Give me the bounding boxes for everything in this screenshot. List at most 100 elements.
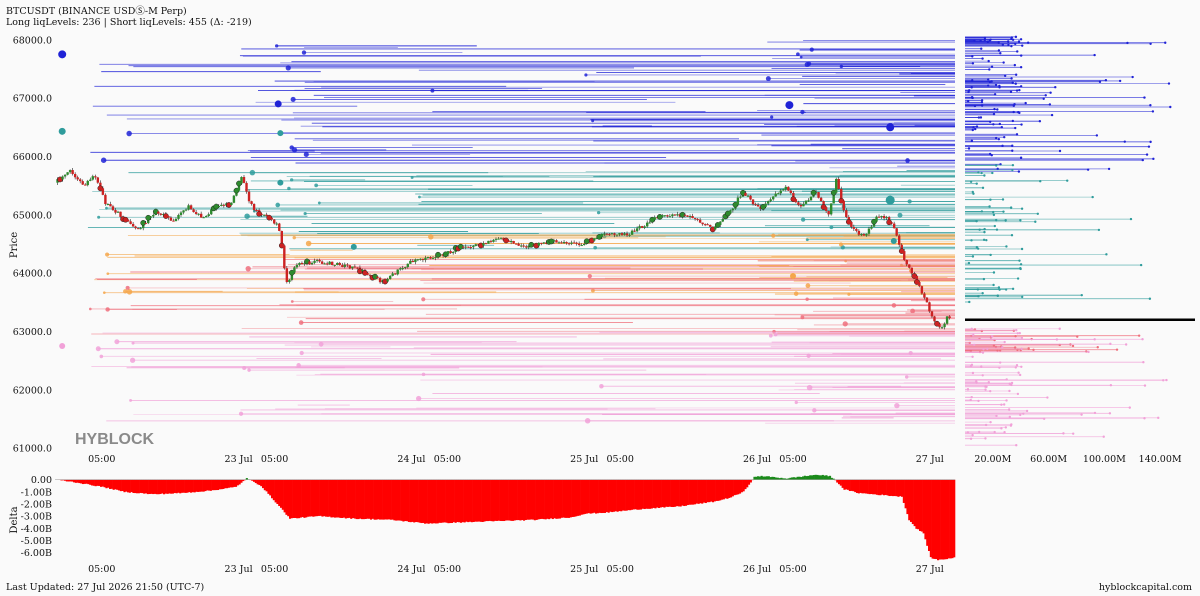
candle-body: [84, 184, 87, 186]
delta-bar: [470, 479, 473, 523]
candle-body: [635, 228, 639, 232]
candle-body: [409, 260, 412, 264]
delta-bar: [276, 479, 279, 505]
delta-tick-label: -3.00B: [21, 512, 52, 523]
delta-bar: [483, 479, 486, 522]
delta-bar: [361, 479, 364, 520]
volume-bar-end: [982, 348, 985, 351]
volume-bar-end: [990, 65, 994, 69]
delta-bar: [910, 479, 913, 522]
delta-bar: [901, 479, 904, 497]
liq-level-dot: [806, 384, 813, 391]
delta-bar: [595, 479, 598, 514]
delta-bar: [479, 479, 482, 522]
candle-body: [774, 193, 777, 197]
delta-bar: [676, 479, 679, 507]
delta-bar: [708, 479, 711, 503]
candle-body: [348, 265, 352, 269]
delta-bar: [139, 479, 142, 493]
delta-bar: [856, 479, 859, 493]
volume-bar-end: [1027, 347, 1030, 350]
delta-bar: [307, 479, 310, 517]
volume-bar-end: [983, 36, 987, 40]
candle-body: [189, 205, 193, 210]
candle-body: [134, 226, 137, 229]
candle-body: [104, 194, 107, 205]
volume-bar-end: [1011, 38, 1015, 41]
liq-level-dot: [245, 265, 251, 272]
candle-body: [86, 180, 89, 186]
delta-bar: [814, 474, 817, 480]
delta-bar: [766, 476, 769, 480]
delta-bar: [362, 479, 365, 520]
volume-bar-end: [967, 147, 971, 150]
liq-level-dot: [102, 291, 106, 295]
liq-level-dot: [804, 62, 810, 67]
candle-body: [210, 209, 213, 215]
candle-body: [167, 216, 170, 218]
candle-body: [807, 200, 810, 202]
candle-body: [157, 211, 160, 214]
delta-bar: [767, 476, 770, 480]
delta-bar: [584, 479, 587, 514]
time-tick-label: 26 Jul: [743, 454, 771, 465]
delta-bar: [620, 479, 623, 512]
volume-bar-end: [1151, 110, 1155, 113]
candle-body: [467, 246, 470, 248]
candle-body: [353, 266, 357, 268]
delta-bar: [407, 479, 410, 522]
delta-bar: [625, 479, 628, 511]
volume-bar-end: [1011, 168, 1014, 172]
delta-bar: [515, 479, 518, 521]
volume-bar-end: [1011, 287, 1015, 291]
delta-bar: [154, 479, 157, 494]
delta-tick-label: -4.00B: [21, 524, 52, 535]
delta-bar: [640, 479, 643, 510]
candle-body: [91, 176, 94, 180]
delta-bar: [857, 479, 860, 494]
delta-bar: [906, 479, 909, 515]
candle-body: [540, 242, 543, 244]
delta-bar: [508, 479, 511, 521]
delta-bar: [629, 479, 632, 511]
time-tick-label: 23 Jul: [225, 454, 253, 465]
volume-bar-end: [1019, 156, 1023, 159]
candle-body: [769, 199, 772, 202]
volume-bar-end: [1097, 228, 1101, 232]
liq-level-dot: [275, 202, 281, 208]
candle-body: [341, 265, 344, 267]
delta-bar: [562, 479, 565, 518]
volume-bar-end: [1050, 113, 1054, 117]
candle-body: [661, 215, 664, 217]
delta-bar: [382, 479, 385, 520]
candle-body: [537, 242, 541, 246]
volume-bar-end: [998, 288, 1001, 291]
delta-bar: [296, 479, 299, 519]
delta-bar: [334, 479, 337, 518]
delta-bar: [352, 479, 355, 519]
time-tick-label: 05:00: [261, 454, 288, 465]
delta-bar: [519, 479, 522, 521]
candle-body: [109, 204, 112, 207]
volume-bar-end: [977, 116, 981, 119]
candle-body: [605, 233, 609, 235]
candle-body: [368, 274, 372, 276]
delta-bar: [472, 479, 475, 522]
candle-body: [817, 192, 820, 198]
candle-body: [439, 254, 442, 256]
delta-bar: [695, 479, 698, 504]
volume-bar-end: [1093, 53, 1096, 57]
volume-bar-end: [975, 182, 978, 185]
delta-bar: [166, 479, 169, 494]
delta-bar: [659, 479, 662, 508]
delta-bar: [143, 479, 146, 494]
price-tick-label: 68000.0: [13, 35, 52, 46]
candle-body: [860, 234, 863, 236]
delta-bar: [110, 479, 113, 489]
liq-level-dot: [274, 44, 279, 48]
delta-bar: [762, 476, 765, 480]
volume-bar-end: [971, 355, 974, 359]
candle-body: [177, 215, 180, 219]
delta-bar: [344, 479, 347, 519]
volume-bar-end: [1015, 364, 1019, 367]
